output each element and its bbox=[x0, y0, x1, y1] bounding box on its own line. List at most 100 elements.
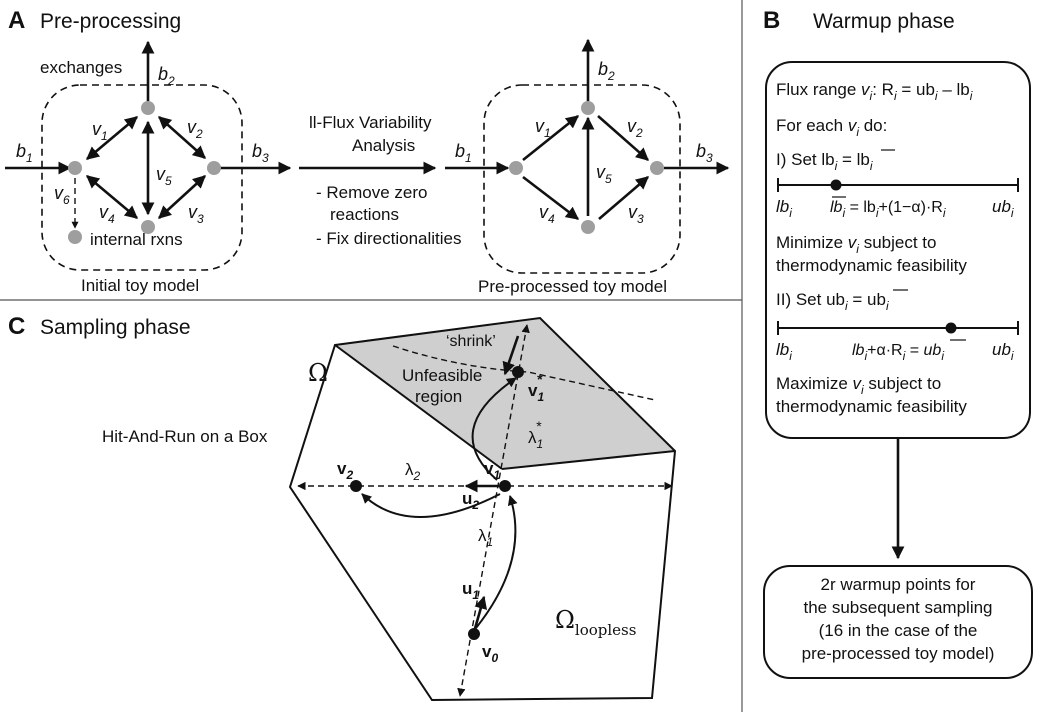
u1-vector bbox=[472, 595, 488, 633]
step2-text: II) Set ubi = ubi bbox=[776, 290, 889, 313]
thermo-text-2: thermodynamic feasibility bbox=[776, 397, 967, 416]
panel-b: B Warmup phase Flux range vi: Ri = ubi –… bbox=[763, 7, 1033, 679]
minimize-text: Minimize vi subject to bbox=[776, 233, 936, 256]
panel-a: A Pre-processing exchanges b2 b1 b3 v1 v… bbox=[5, 7, 730, 296]
metabolite-node bbox=[68, 230, 82, 244]
b3-label: b3 bbox=[252, 141, 269, 165]
metabolite-node bbox=[650, 161, 664, 175]
unfeasible-label-line1: Unfeasible bbox=[402, 366, 482, 385]
omega-loopless-label: Ωloopless bbox=[555, 606, 636, 639]
v2-pre-label: v2 bbox=[627, 116, 643, 140]
lambda2-label: λ2 bbox=[405, 460, 421, 483]
result-line3: (16 in the case of the bbox=[819, 621, 978, 640]
b1-label: b1 bbox=[16, 141, 33, 165]
thermo-text-1: thermodynamic feasibility bbox=[776, 256, 967, 275]
v6-label: v6 bbox=[54, 183, 70, 207]
u1-label: u1 bbox=[462, 579, 479, 602]
point-v1-star bbox=[512, 366, 524, 378]
for-each-text: For each vi do: bbox=[776, 116, 887, 139]
lambda1-label: λ1 bbox=[478, 526, 493, 549]
initial-model-boundary bbox=[41, 84, 243, 271]
sampling-box bbox=[288, 316, 677, 702]
b2-label: b2 bbox=[158, 64, 175, 88]
step1-text: I) Set lbi = lbi bbox=[776, 150, 873, 173]
result-line1: 2r warmup points for bbox=[821, 575, 976, 594]
b2-pre-label: b2 bbox=[598, 59, 615, 83]
maximize-text: Maximize vi subject to bbox=[776, 374, 941, 397]
formula-1: lbi = lbi+(1−α)·Ri bbox=[830, 199, 946, 220]
lb-label-2: lbi bbox=[776, 340, 792, 363]
v1-pre-label: v1 bbox=[535, 116, 551, 140]
metabolite-node bbox=[207, 161, 221, 175]
point-v1 bbox=[499, 480, 511, 492]
ub-bar-point bbox=[945, 322, 957, 334]
u2-label: u2 bbox=[462, 489, 479, 512]
reaction-v4-pre bbox=[522, 175, 580, 221]
point-v2 bbox=[350, 480, 362, 492]
panel-c-letter: C bbox=[8, 313, 25, 340]
panel-c: C Sampling phase Hit-And-Run on a Box ‘s… bbox=[8, 313, 677, 702]
step-fix-directionalities: - Fix directionalities bbox=[316, 229, 462, 248]
result-box bbox=[763, 565, 1033, 679]
v3-pre-label: v3 bbox=[628, 202, 644, 226]
formula-2: lbi+α·Ri = ubi bbox=[852, 342, 944, 363]
panel-b-letter: B bbox=[763, 7, 780, 34]
reaction-v3 bbox=[158, 175, 206, 219]
reaction-v3-pre bbox=[598, 176, 649, 220]
initial-model-caption: Initial toy model bbox=[81, 276, 199, 295]
flux-range-text: Flux range vi: Ri = ubi – lbi bbox=[776, 80, 973, 103]
metabolite-node bbox=[509, 161, 523, 175]
preprocessed-model-caption: Pre-processed toy model bbox=[478, 277, 667, 296]
jump-arrow-v1-star bbox=[471, 377, 517, 481]
panel-b-title: Warmup phase bbox=[813, 10, 955, 33]
preprocessed-model-boundary bbox=[483, 84, 681, 274]
ll-fva-title-line2: Analysis bbox=[352, 136, 415, 155]
v1-label: v1 bbox=[92, 119, 108, 143]
panel-a-letter: A bbox=[8, 7, 25, 34]
lb-label-1: lbi bbox=[776, 197, 792, 220]
v5-pre-label: v5 bbox=[596, 162, 612, 186]
metabolite-node bbox=[68, 161, 82, 175]
v1-point-label: v1 bbox=[484, 459, 500, 482]
unfeasible-label-line2: region bbox=[415, 387, 462, 406]
metabolite-node bbox=[141, 220, 155, 234]
step-remove-zero-line2: reactions bbox=[330, 205, 399, 224]
metabolite-node bbox=[141, 101, 155, 115]
reaction-v4 bbox=[86, 175, 138, 219]
internal-rxns-label: internal rxns bbox=[90, 230, 183, 249]
jump-arrow-v0-v1 bbox=[475, 495, 518, 629]
lb-bar-point bbox=[830, 179, 842, 191]
hit-and-run-label: Hit-And-Run on a Box bbox=[102, 427, 268, 446]
step-remove-zero-line1: - Remove zero bbox=[316, 183, 427, 202]
lambda1-star-label: λ1* bbox=[528, 418, 543, 451]
shrink-label: ‘shrink’ bbox=[446, 333, 496, 350]
reaction-v1-pre bbox=[522, 114, 580, 162]
reaction-v1 bbox=[86, 116, 138, 160]
jump-arrow-v1-v2 bbox=[361, 493, 501, 518]
exchanges-label: exchanges bbox=[40, 58, 122, 77]
b1-pre-label: b1 bbox=[455, 141, 472, 165]
result-line4: pre-processed toy model) bbox=[802, 644, 995, 663]
omega-label: Ω bbox=[308, 359, 328, 387]
v1-star-label: v1* bbox=[528, 371, 544, 404]
v2-label: v2 bbox=[187, 117, 203, 141]
v4-pre-label: v4 bbox=[539, 202, 555, 226]
panel-c-title: Sampling phase bbox=[40, 316, 191, 339]
ll-fva-title-line1: ll-Flux Variability bbox=[309, 113, 432, 132]
reaction-v2-pre bbox=[597, 115, 649, 161]
v3-label: v3 bbox=[188, 202, 204, 226]
v5-label: v5 bbox=[156, 164, 172, 188]
result-line2: the subsequent sampling bbox=[803, 598, 992, 617]
feasible-boundary bbox=[501, 450, 676, 470]
v0-point-label: v0 bbox=[482, 642, 498, 665]
metabolite-node bbox=[581, 220, 595, 234]
reaction-v2 bbox=[158, 116, 206, 159]
panel-a-title: Pre-processing bbox=[40, 10, 181, 33]
ub-label-1: ubi bbox=[992, 197, 1014, 220]
ub-label-2: ubi bbox=[992, 340, 1014, 363]
v2-point-label: v2 bbox=[337, 459, 353, 482]
point-v0 bbox=[468, 628, 480, 640]
metabolite-node bbox=[581, 101, 595, 115]
v4-label: v4 bbox=[99, 202, 115, 226]
